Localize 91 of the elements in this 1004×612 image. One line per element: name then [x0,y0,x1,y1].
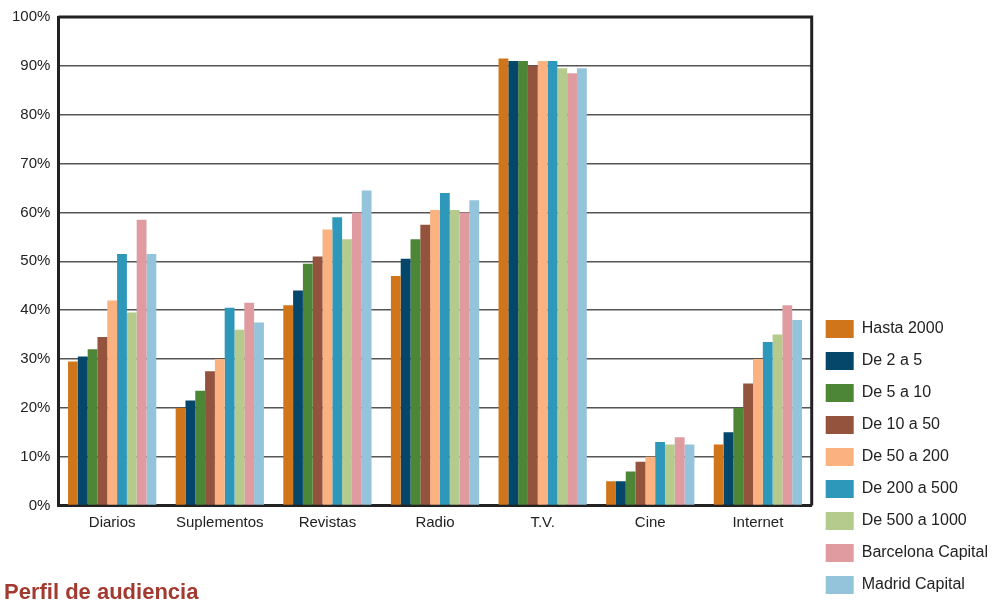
bar [557,68,568,505]
x-tick-label: Suplementos [176,512,264,530]
y-tick-label: 20% [20,398,51,416]
bar [332,217,343,505]
bar [244,302,255,505]
x-tick-label: Revistas [298,512,357,530]
legend-label: Hasta 2000 [861,319,944,337]
bar [508,60,519,505]
y-tick-label: 30% [20,349,51,367]
bar [185,400,196,505]
bar [205,371,215,505]
legend-label: De 500 a 1000 [861,511,967,529]
bar [117,253,127,505]
bar [136,219,147,505]
bar [87,349,98,505]
bar [214,359,225,505]
bar [390,275,401,505]
text: Perfil de audiencia [4,578,200,604]
bar [420,224,431,505]
bar [351,212,362,505]
bar [635,461,646,505]
bar [283,305,294,505]
bar [126,312,137,505]
bar [752,359,763,505]
x-tick-label: T.V. [530,512,555,530]
legend-label: De 200 a 500 [861,479,958,497]
bar [439,192,450,505]
legend-label: De 2 a 5 [861,351,923,369]
x-tick-label: Cine [634,512,666,530]
y-tick-label: 50% [20,251,51,269]
bar [410,239,421,505]
bar [664,444,675,505]
bar [645,456,656,505]
bar [97,337,108,505]
y-tick-label: 70% [20,153,51,171]
bar [723,432,734,505]
bar [655,442,665,505]
bar [576,68,587,505]
bar [527,65,538,505]
bar [547,60,558,505]
bar [782,305,793,505]
bar [312,256,323,505]
bar [567,73,577,505]
bar [674,437,685,505]
bar [430,210,440,505]
bar [195,390,206,505]
bar [469,200,480,505]
bar [762,341,773,505]
bar [606,481,616,505]
bar [498,58,509,505]
bar [68,361,78,505]
bar [400,258,411,505]
legend-label: De 50 a 200 [861,447,949,465]
bar [733,407,744,505]
bar [146,253,157,505]
bar [322,229,333,505]
y-tick-label: 10% [20,446,51,464]
bar [743,383,753,505]
x-tick-label: Internet [732,512,785,530]
bar [772,334,783,505]
y-tick-label: 90% [20,56,51,73]
legend-label: De 10 a 50 [861,415,941,433]
bar [459,212,470,505]
bar [518,60,528,505]
bar [254,322,264,505]
y-tick-label: 40% [20,300,51,318]
legend-label: De 5 a 10 [861,383,932,401]
bar [342,239,352,505]
legend-label: Barcelona Capital [861,543,988,561]
bar [293,290,303,505]
y-tick-label: 60% [20,202,51,220]
y-tick-label: 80% [20,104,51,122]
bar [175,407,186,505]
legend-label: Madrid Capital [861,575,965,593]
bar [302,263,313,505]
x-tick-label: Radio [415,512,455,530]
bar [449,210,460,505]
bar [107,300,118,505]
bar [361,190,372,505]
bar [792,319,803,505]
bar [77,356,88,505]
bar [224,307,235,505]
bar [684,444,695,505]
bar [234,329,245,505]
y-tick-label: 100% [11,7,51,25]
x-tick-label: Diarios [88,512,136,530]
y-tick-label: 0% [28,495,51,513]
bar [625,471,636,505]
bar [615,481,626,505]
bar [537,60,548,505]
bar [713,444,724,505]
